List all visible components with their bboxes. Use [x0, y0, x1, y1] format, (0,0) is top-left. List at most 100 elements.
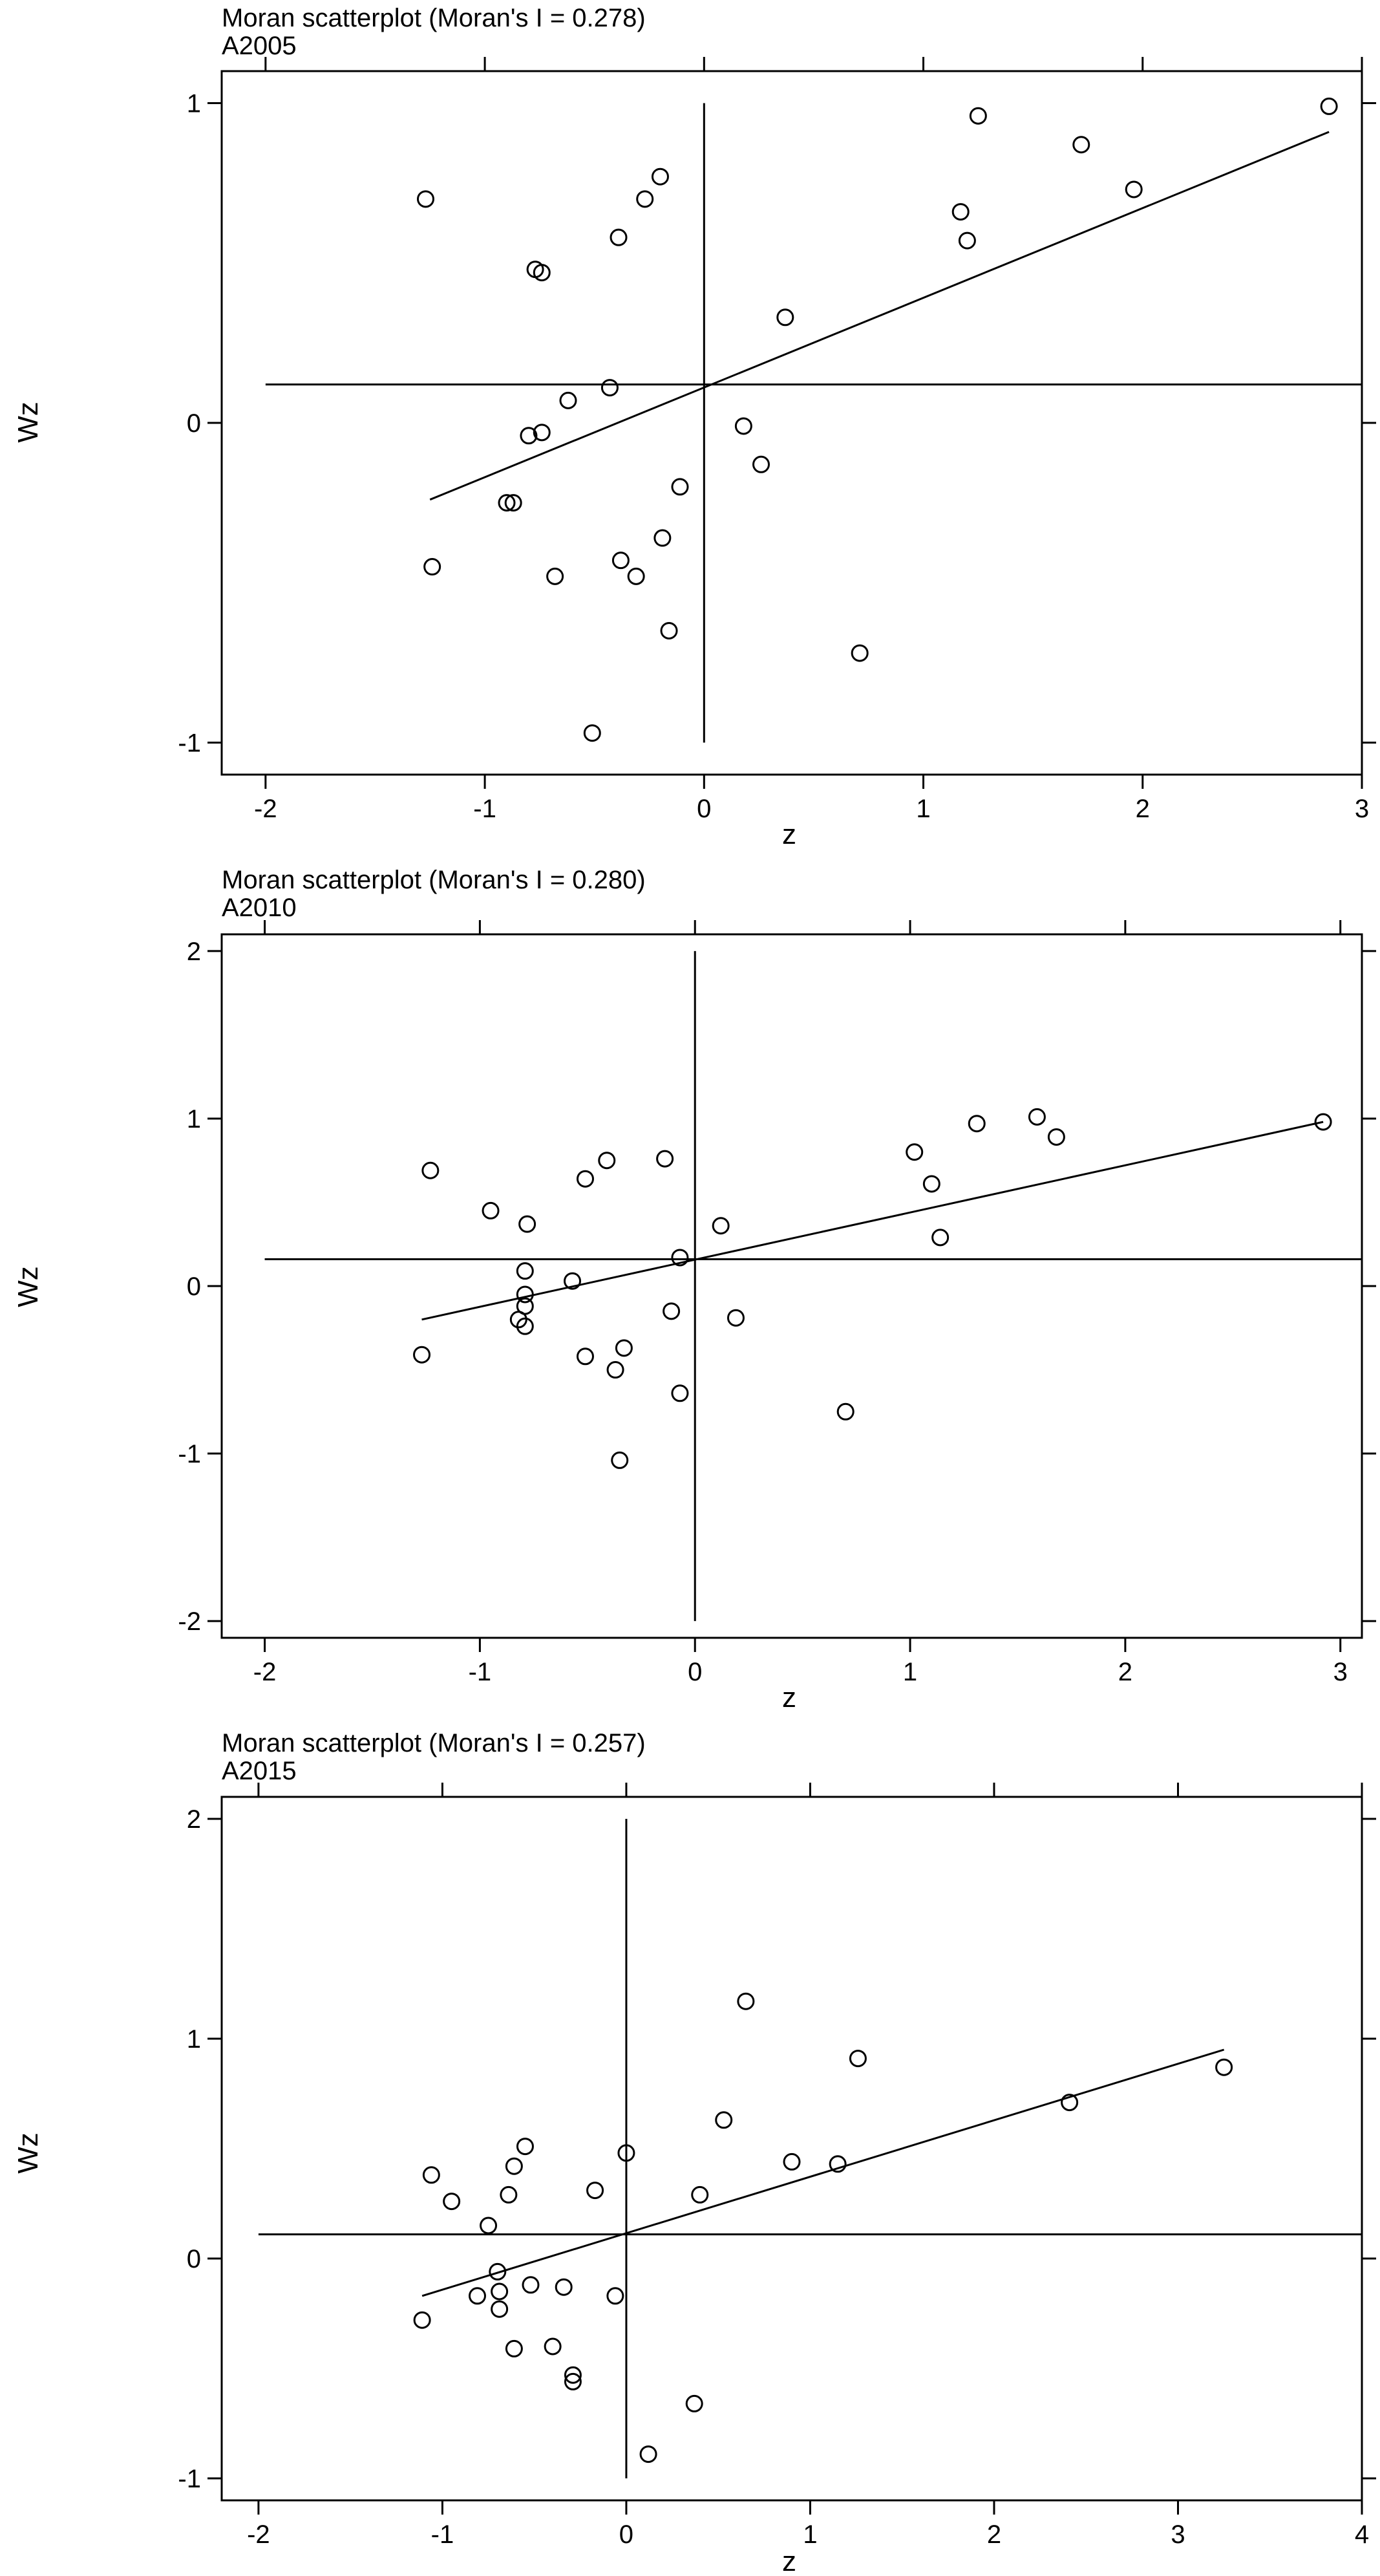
data-point: [522, 2276, 540, 2294]
y-tick-label: 2: [187, 1805, 201, 1834]
data-point: [564, 2366, 582, 2384]
data-point: [606, 1361, 624, 1379]
data-point: [559, 391, 577, 409]
x-tick-label: 0: [697, 795, 711, 823]
data-point: [516, 1285, 534, 1304]
x-tick-label: 2: [1136, 795, 1150, 823]
data-point: [576, 1170, 594, 1188]
data-point: [421, 1161, 440, 1179]
y-tick-label: 1: [187, 1105, 201, 1133]
data-point: [468, 2287, 486, 2305]
y-tick-label: 0: [187, 2245, 201, 2273]
data-point: [651, 167, 669, 186]
x-tick-label: -2: [253, 1658, 277, 1686]
scatterplot-panel-a2010: Moran scatterplot (Moran's I = 0.280) A2…: [12, 866, 1376, 1713]
data-point: [600, 379, 619, 397]
data-point: [660, 621, 678, 639]
data-point: [1320, 97, 1338, 115]
data-points: [413, 1992, 1233, 2463]
y-axis-label: Wz: [12, 402, 44, 443]
data-point: [951, 203, 970, 221]
data-point: [443, 2193, 461, 2211]
x-tick-label: 3: [1333, 1658, 1348, 1686]
data-point: [498, 494, 516, 512]
chart-subtitle: A2015: [222, 1757, 297, 1785]
x-tick-label: 1: [916, 795, 930, 823]
data-point: [1061, 2094, 1079, 2112]
y-tick-label: 1: [187, 89, 201, 118]
data-point: [849, 2050, 867, 2068]
x-tick-label: 1: [803, 2520, 817, 2549]
data-point: [836, 1402, 855, 1421]
chart-title: Moran scatterplot (Moran's I = 0.257): [222, 1729, 646, 1757]
plot-frame: [220, 933, 1363, 1639]
data-point: [505, 2339, 523, 2357]
chart-subtitle: A2005: [222, 32, 297, 60]
data-point: [520, 427, 538, 445]
data-point: [516, 1317, 534, 1335]
data-point: [1028, 1108, 1046, 1126]
fit-line: [421, 1121, 1324, 1321]
x-tick-label: -1: [473, 795, 496, 823]
data-point: [480, 2216, 498, 2235]
x-tick-label: 2: [987, 2520, 1001, 2549]
data-point: [611, 1451, 629, 1469]
data-point: [752, 455, 770, 473]
data-point: [422, 2166, 440, 2184]
x-axis-label: z: [782, 1682, 796, 1713]
data-point: [734, 417, 752, 435]
regression-line: [429, 131, 1330, 501]
data-point: [663, 1302, 681, 1320]
data-point: [639, 2445, 657, 2463]
data-point: [500, 2185, 518, 2204]
data-point: [416, 190, 434, 208]
data-point: [906, 1143, 924, 1161]
data-point: [776, 308, 794, 327]
data-point: [576, 1347, 594, 1366]
x-tick-label: 0: [619, 2520, 633, 2549]
data-point: [423, 558, 441, 576]
y-tick-label: 1: [187, 2025, 201, 2054]
axis-ticks: -2 -1 0 1 2 3 -1 0 1: [178, 57, 1376, 823]
x-tick-label: 1: [903, 1658, 917, 1686]
data-point: [1125, 180, 1143, 199]
data-point: [611, 552, 630, 570]
data-point: [615, 1339, 633, 1357]
plot-frame: [220, 1796, 1363, 2502]
x-axis-label: z: [782, 819, 796, 850]
fit-line: [421, 2048, 1225, 2297]
data-point: [564, 2372, 582, 2390]
y-axis-label: Wz: [12, 2132, 44, 2174]
y-tick-label: 2: [187, 938, 201, 966]
data-point: [518, 1215, 536, 1233]
data-point: [509, 1311, 527, 1329]
chart-title: Moran scatterplot (Moran's I = 0.278): [222, 4, 646, 32]
regression-line: [421, 1121, 1324, 1321]
data-point: [627, 567, 645, 585]
data-point: [712, 1217, 730, 1235]
data-point: [586, 2182, 604, 2200]
data-point: [783, 2152, 801, 2171]
data-point: [653, 529, 672, 547]
data-point: [533, 264, 551, 282]
data-point: [516, 1262, 534, 1280]
scatterplot-panel-a2005: Moran scatterplot (Moran's I = 0.278) A2…: [12, 4, 1376, 850]
x-tick-label: -1: [431, 2520, 454, 2549]
x-tick-label: 4: [1355, 2520, 1369, 2549]
data-point: [482, 1201, 500, 1219]
data-point: [958, 231, 976, 250]
chart-subtitle: A2010: [222, 894, 297, 922]
y-tick-label: 0: [187, 409, 201, 438]
data-points: [413, 1108, 1332, 1469]
x-tick-label: 3: [1171, 2520, 1185, 2549]
data-point: [1215, 2058, 1233, 2076]
data-point: [691, 2185, 709, 2204]
data-point: [685, 2394, 703, 2412]
y-tick-label: -2: [178, 1607, 201, 1636]
data-point: [1314, 1113, 1332, 1131]
scatterplot-panel-a2015: Moran scatterplot (Moran's I = 0.257) A2…: [12, 1729, 1376, 2576]
data-points: [416, 97, 1338, 742]
data-point: [489, 2262, 507, 2281]
data-point: [969, 107, 987, 125]
